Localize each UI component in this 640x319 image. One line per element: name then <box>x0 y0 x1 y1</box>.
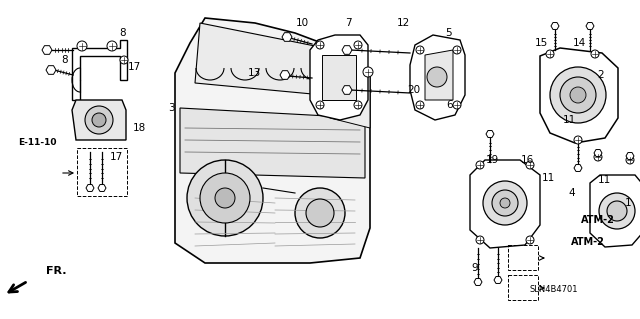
Polygon shape <box>594 150 602 156</box>
Circle shape <box>476 236 484 244</box>
Circle shape <box>200 173 250 223</box>
Circle shape <box>476 161 484 169</box>
Text: 8: 8 <box>61 55 68 65</box>
Circle shape <box>187 160 263 236</box>
Circle shape <box>120 56 128 64</box>
Text: 14: 14 <box>573 38 586 48</box>
Text: 8: 8 <box>119 28 125 38</box>
Circle shape <box>306 199 334 227</box>
Circle shape <box>626 156 634 164</box>
Polygon shape <box>330 48 370 128</box>
Circle shape <box>85 106 113 134</box>
Text: ATM-2: ATM-2 <box>581 215 615 225</box>
Polygon shape <box>46 66 56 74</box>
Polygon shape <box>586 23 594 29</box>
Circle shape <box>77 41 87 51</box>
Circle shape <box>295 188 345 238</box>
Circle shape <box>354 101 362 109</box>
Polygon shape <box>310 35 368 120</box>
Circle shape <box>607 201 627 221</box>
Polygon shape <box>342 46 352 54</box>
Circle shape <box>316 101 324 109</box>
Circle shape <box>574 136 582 144</box>
Text: 17: 17 <box>128 62 141 72</box>
Circle shape <box>215 188 235 208</box>
Text: ATM-2: ATM-2 <box>571 237 605 247</box>
Polygon shape <box>86 184 94 191</box>
Polygon shape <box>486 130 494 137</box>
Text: E-11-10: E-11-10 <box>18 138 56 147</box>
Circle shape <box>591 50 599 58</box>
Text: 6: 6 <box>446 100 452 110</box>
Bar <box>77 148 127 196</box>
Text: 12: 12 <box>397 18 410 28</box>
Circle shape <box>546 50 554 58</box>
Text: 5: 5 <box>445 28 452 38</box>
Polygon shape <box>72 100 126 140</box>
Text: 11: 11 <box>563 115 576 125</box>
Text: 1: 1 <box>625 198 632 208</box>
Polygon shape <box>342 86 352 94</box>
Polygon shape <box>42 46 52 54</box>
Polygon shape <box>540 48 618 143</box>
Polygon shape <box>282 33 292 41</box>
Circle shape <box>316 41 324 49</box>
Text: 10: 10 <box>296 18 309 28</box>
Text: 9: 9 <box>471 263 477 273</box>
Polygon shape <box>590 175 640 247</box>
Text: SLN4B4701: SLN4B4701 <box>530 285 579 294</box>
Polygon shape <box>280 71 290 79</box>
Text: 16: 16 <box>521 155 534 165</box>
Text: 18: 18 <box>133 123 147 133</box>
Circle shape <box>526 236 534 244</box>
Polygon shape <box>574 165 582 172</box>
Polygon shape <box>72 40 127 100</box>
Text: 4: 4 <box>568 188 575 198</box>
Circle shape <box>354 41 362 49</box>
Text: 20: 20 <box>407 85 420 95</box>
Circle shape <box>560 77 596 113</box>
Text: 17: 17 <box>110 152 124 162</box>
Polygon shape <box>322 55 356 100</box>
Circle shape <box>92 113 106 127</box>
Text: 19: 19 <box>486 155 499 165</box>
Polygon shape <box>175 18 370 263</box>
Circle shape <box>363 67 373 77</box>
Circle shape <box>453 46 461 54</box>
Circle shape <box>483 181 527 225</box>
Circle shape <box>599 193 635 229</box>
Polygon shape <box>551 23 559 29</box>
Circle shape <box>492 190 518 216</box>
Circle shape <box>427 67 447 87</box>
Text: FR.: FR. <box>46 266 67 276</box>
Circle shape <box>416 46 424 54</box>
Polygon shape <box>470 160 540 248</box>
Circle shape <box>107 41 117 51</box>
Polygon shape <box>195 23 355 98</box>
Polygon shape <box>180 108 365 178</box>
Bar <box>508 245 538 270</box>
Circle shape <box>550 67 606 123</box>
Circle shape <box>500 198 510 208</box>
Bar <box>508 275 538 300</box>
Text: 11: 11 <box>542 173 556 183</box>
Polygon shape <box>98 184 106 191</box>
Circle shape <box>453 101 461 109</box>
Text: 11: 11 <box>598 175 611 185</box>
Circle shape <box>416 101 424 109</box>
Polygon shape <box>474 278 482 286</box>
Polygon shape <box>425 50 453 100</box>
Circle shape <box>594 153 602 161</box>
Text: 7: 7 <box>345 18 351 28</box>
Circle shape <box>526 161 534 169</box>
Polygon shape <box>410 35 465 120</box>
Polygon shape <box>494 277 502 284</box>
Text: 2: 2 <box>597 70 604 80</box>
Circle shape <box>570 87 586 103</box>
Text: 13: 13 <box>248 68 261 78</box>
Polygon shape <box>626 152 634 160</box>
Text: 15: 15 <box>535 38 548 48</box>
Text: 3: 3 <box>168 103 175 113</box>
